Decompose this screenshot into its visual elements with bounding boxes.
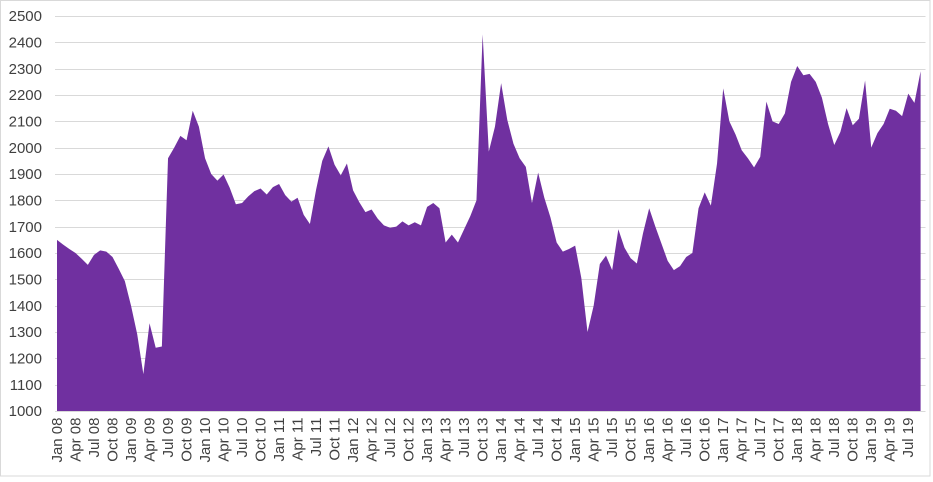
x-tick-label: Jan 19 <box>863 418 880 463</box>
y-tick-label: 1100 <box>10 377 42 394</box>
x-tick-label: Jul 17 <box>752 418 769 458</box>
x-tick-label: Apr 09 <box>141 418 158 462</box>
x-tick-label: Apr 08 <box>67 418 84 462</box>
x-tick-label: Jan 13 <box>419 418 436 463</box>
y-tick-label: 1900 <box>9 166 42 183</box>
x-tick-label: Jul 16 <box>678 418 695 458</box>
y-tick-label: 1700 <box>9 219 42 236</box>
x-tick-label: Oct 13 <box>475 418 492 462</box>
x-tick-label: Oct 10 <box>253 418 270 462</box>
y-tick-label: 2100 <box>9 114 42 131</box>
x-tick-label: Jul 14 <box>530 418 547 458</box>
x-tick-label: Oct 08 <box>104 418 121 462</box>
x-tick-label: Jan 09 <box>123 418 140 463</box>
y-tick-label: 1200 <box>9 351 42 368</box>
x-tick-label: Jan 08 <box>49 418 66 463</box>
x-tick-label: Apr 16 <box>660 418 677 462</box>
x-tick-label: Apr 11 <box>290 418 307 461</box>
x-tick-label: Apr 13 <box>438 418 455 462</box>
series-area <box>57 34 921 412</box>
y-tick-label: 2200 <box>9 87 42 104</box>
x-tick-label: Jan 16 <box>641 418 658 463</box>
x-tick-label: Jul 11 <box>308 418 325 457</box>
x-tick-label: Jan 14 <box>493 418 510 463</box>
x-tick-label: Apr 14 <box>512 418 529 462</box>
x-tick-label: Apr 19 <box>882 418 899 462</box>
y-tick-label: 1000 <box>9 403 42 420</box>
y-tick-label: 2500 <box>9 8 42 25</box>
x-tick-label: Jul 15 <box>604 418 621 458</box>
x-tick-label: Jan 12 <box>345 418 362 463</box>
x-tick-label: Jan 15 <box>567 418 584 463</box>
x-tick-label: Oct 09 <box>178 418 195 462</box>
y-tick-label: 1400 <box>9 298 42 315</box>
x-tick-label: Oct 18 <box>845 418 862 462</box>
y-tick-label: 2300 <box>9 61 42 78</box>
x-tick-label: Jul 08 <box>86 418 103 458</box>
x-tick-label: Apr 18 <box>808 418 825 462</box>
x-tick-label: Jul 12 <box>382 418 399 458</box>
x-tick-label: Jan 11 <box>271 418 288 462</box>
x-tick-label: Jul 19 <box>900 418 917 458</box>
x-tick-label: Jul 10 <box>234 418 251 458</box>
y-tick-label: 1600 <box>9 245 42 262</box>
x-tick-label: Apr 10 <box>216 418 233 462</box>
x-tick-label: Jan 18 <box>789 418 806 463</box>
x-tick-label: Oct 14 <box>549 418 566 462</box>
x-tick-label: Jul 13 <box>456 418 473 458</box>
y-tick-label: 2000 <box>9 140 42 157</box>
x-tick-label: Oct 16 <box>697 418 714 462</box>
x-tick-label: Apr 15 <box>586 418 603 462</box>
x-tick-label: Jan 10 <box>197 418 214 463</box>
x-tick-label: Oct 15 <box>623 418 640 462</box>
y-tick-label: 1800 <box>9 193 42 210</box>
y-tick-label: 1500 <box>9 272 42 289</box>
y-axis-labels: 1000 1100 1200 1300 1400 1500 1600 1700 1800 1900… <box>9 8 42 420</box>
x-tick-label: Apr 12 <box>364 418 381 462</box>
x-tick-label: Oct 12 <box>401 418 418 462</box>
x-axis-labels: Jan 08 Apr 08 Jul 08 Oct 08 Jan 09 Apr 09 Jul … <box>49 418 917 463</box>
x-tick-label: Jan 17 <box>715 418 732 463</box>
x-tick-label: Jul 18 <box>826 418 843 458</box>
x-tick-label: Oct 17 <box>771 418 788 462</box>
x-tick-label: Oct 11 <box>327 418 344 461</box>
x-tick-label: Jul 09 <box>160 418 177 458</box>
y-tick-label: 1300 <box>9 324 42 341</box>
x-tick-label: Apr 17 <box>734 418 751 462</box>
y-tick-label: 2400 <box>9 35 42 52</box>
